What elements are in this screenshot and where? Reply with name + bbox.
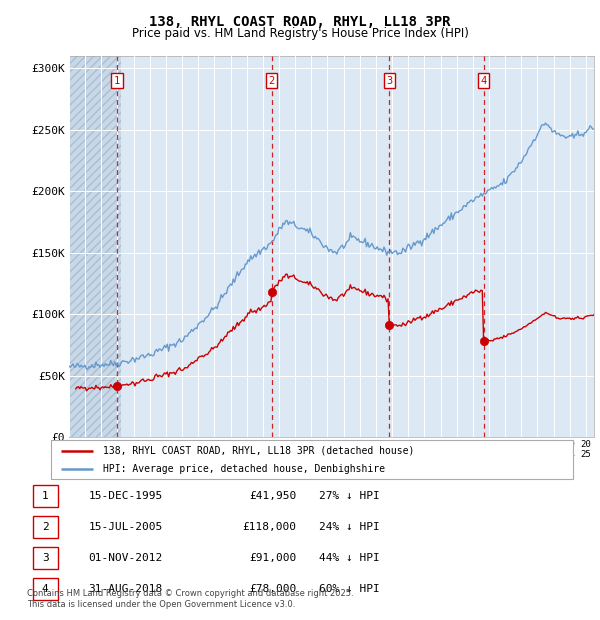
FancyBboxPatch shape xyxy=(51,440,573,479)
FancyBboxPatch shape xyxy=(32,578,58,600)
Text: 4: 4 xyxy=(481,76,487,86)
FancyBboxPatch shape xyxy=(32,547,58,569)
Text: 44% ↓ HPI: 44% ↓ HPI xyxy=(319,553,379,563)
Text: £118,000: £118,000 xyxy=(242,522,296,532)
Text: £78,000: £78,000 xyxy=(249,584,296,594)
Text: 15-DEC-1995: 15-DEC-1995 xyxy=(89,491,163,501)
Text: 4: 4 xyxy=(42,584,49,594)
Text: 138, RHYL COAST ROAD, RHYL, LL18 3PR: 138, RHYL COAST ROAD, RHYL, LL18 3PR xyxy=(149,15,451,29)
Bar xyxy=(69,56,121,437)
Text: 01-NOV-2012: 01-NOV-2012 xyxy=(89,553,163,563)
Text: 27% ↓ HPI: 27% ↓ HPI xyxy=(319,491,379,501)
Text: 60% ↓ HPI: 60% ↓ HPI xyxy=(319,584,379,594)
Text: 138, RHYL COAST ROAD, RHYL, LL18 3PR (detached house): 138, RHYL COAST ROAD, RHYL, LL18 3PR (de… xyxy=(103,446,415,456)
Text: 15-JUL-2005: 15-JUL-2005 xyxy=(89,522,163,532)
Text: 2: 2 xyxy=(42,522,49,532)
Text: £91,000: £91,000 xyxy=(249,553,296,563)
FancyBboxPatch shape xyxy=(32,485,58,507)
Text: 24% ↓ HPI: 24% ↓ HPI xyxy=(319,522,379,532)
Text: HPI: Average price, detached house, Denbighshire: HPI: Average price, detached house, Denb… xyxy=(103,464,385,474)
Text: 3: 3 xyxy=(42,553,49,563)
Text: Contains HM Land Registry data © Crown copyright and database right 2025.
This d: Contains HM Land Registry data © Crown c… xyxy=(27,590,353,609)
Text: £41,950: £41,950 xyxy=(249,491,296,501)
Text: 3: 3 xyxy=(386,76,392,86)
Text: 2: 2 xyxy=(268,76,275,86)
Text: Price paid vs. HM Land Registry's House Price Index (HPI): Price paid vs. HM Land Registry's House … xyxy=(131,27,469,40)
FancyBboxPatch shape xyxy=(32,516,58,538)
Text: 1: 1 xyxy=(42,491,49,501)
Text: 1: 1 xyxy=(113,76,120,86)
Text: 31-AUG-2018: 31-AUG-2018 xyxy=(89,584,163,594)
